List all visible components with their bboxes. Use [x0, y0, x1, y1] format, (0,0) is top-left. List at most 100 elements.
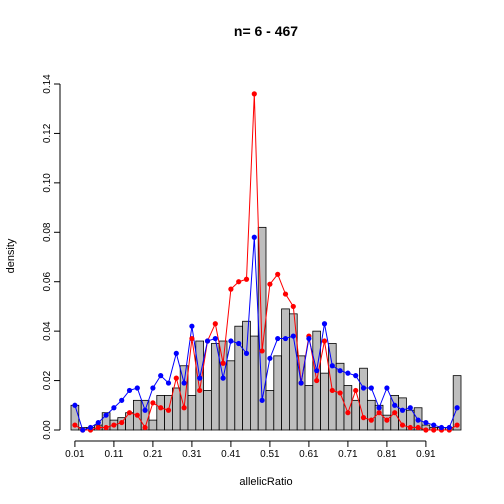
histogram-bar-38: [366, 399, 376, 431]
histogram-bar-32: [320, 372, 329, 431]
histogram-bar-20: [226, 360, 236, 431]
chart-title: n= 6 - 467: [234, 23, 298, 39]
series-blue-point-18: [212, 335, 218, 342]
histogram-bar-49: [452, 375, 462, 431]
series-blue-point-47: [438, 424, 445, 431]
series-red-point-5: [111, 422, 117, 428]
series-blue-point-8: [134, 385, 140, 391]
series-red-point-44: [415, 424, 421, 431]
series-blue-point-15: [189, 323, 195, 329]
series-red-point-23: [251, 91, 257, 97]
series-blue-point-36: [353, 373, 359, 379]
series-blue-point-23: [251, 234, 257, 240]
series-red-point-8: [134, 412, 140, 418]
series-red-point-19: [220, 360, 226, 366]
series-blue-point-5: [111, 405, 117, 411]
series-blue-point-17: [204, 338, 211, 344]
series-blue-point-6: [119, 397, 125, 403]
series-blue-point-42: [399, 407, 406, 413]
y-tick-label-7: 0.14: [42, 74, 53, 94]
series-red-point-45: [423, 427, 429, 433]
series-red-point-20: [228, 286, 234, 292]
series-red-point-15: [189, 335, 195, 342]
series-points: [72, 91, 460, 433]
series-red-point-28: [290, 303, 296, 310]
series-blue-point-29: [298, 380, 304, 386]
x-tick-label-4: 0.41: [221, 449, 241, 460]
series-blue-point-31: [314, 368, 320, 374]
series-blue-point-41: [392, 402, 398, 408]
series-red-point-46: [431, 427, 437, 433]
y-tick-label-6: 0.12: [42, 123, 53, 143]
series-red-point-27: [282, 291, 289, 297]
series-blue-point-10: [150, 385, 156, 391]
series-red-point-3: [95, 424, 101, 431]
series-red-point-4: [103, 424, 109, 431]
series-red-point-41: [392, 410, 398, 416]
histogram-bar-36: [351, 399, 360, 431]
series-red-point-49: [454, 422, 460, 428]
series-blue-point-0: [72, 402, 78, 408]
x-tick-label-2: 0.21: [143, 449, 163, 460]
series-red-point-32: [321, 338, 328, 344]
y-tick-label-0: 0.00: [42, 420, 53, 440]
series-blue-point-27: [282, 335, 289, 342]
series-red-point-40: [384, 417, 390, 423]
series-blue-point-39: [376, 405, 382, 411]
y-tick-label-5: 0.10: [42, 173, 53, 193]
series-blue-point-22: [243, 350, 250, 356]
histogram-bar-25: [265, 390, 275, 431]
series-blue-point-49: [454, 405, 460, 411]
series-blue-point-9: [142, 407, 148, 413]
series-blue-point-7: [126, 387, 133, 394]
x-axis-label: allelicRatio: [239, 476, 292, 488]
histogram-bar-26: [273, 355, 282, 431]
x-tick-label-7: 0.71: [338, 449, 358, 460]
series-blue-line: [74, 237, 458, 431]
series-blue-point-19: [220, 375, 226, 381]
series-red-point-36: [353, 387, 359, 394]
histogram-bar-33: [327, 343, 337, 431]
series-red-point-34: [337, 390, 343, 396]
histogram-bar-15: [187, 394, 197, 431]
series-blue-point-14: [181, 380, 187, 386]
histogram-bar-17: [203, 390, 212, 431]
series-blue-point-13: [173, 350, 179, 356]
series-red-point-31: [314, 377, 320, 384]
series-blue-point-3: [95, 419, 101, 426]
axes: 0.01 0.11 0.21 0.31 0.41 0.51 0.61 0.71 0.81 0.91…: [42, 74, 436, 460]
series-red-point-37: [360, 415, 367, 421]
histogram-bar-13: [171, 387, 181, 431]
y-tick-label-2: 0.04: [42, 321, 53, 341]
series-red-point-25: [267, 281, 273, 287]
series-red-point-10: [150, 400, 156, 406]
x-tick-label-1: 0.11: [105, 449, 124, 460]
x-tick-label-6: 0.61: [299, 449, 319, 460]
series-blue-point-46: [431, 422, 437, 428]
y-tick-label-3: 0.06: [42, 272, 53, 292]
x-tick-label-8: 0.81: [377, 449, 397, 460]
series-red-point-18: [212, 321, 218, 327]
series-blue-point-21: [236, 340, 242, 347]
histogram-bar-30: [304, 385, 314, 431]
series-blue-point-30: [306, 335, 312, 342]
series-red-point-14: [181, 405, 187, 411]
series-blue-point-2: [87, 424, 94, 431]
series-blue-point-43: [407, 405, 413, 411]
series-blue-point-16: [197, 375, 203, 381]
series-red-point-22: [243, 276, 250, 282]
series-red-point-39: [376, 410, 382, 416]
y-tick-label-4: 0.08: [42, 222, 53, 242]
series-blue-point-34: [337, 368, 343, 374]
series-red-point-42: [399, 422, 406, 428]
series-blue-point-38: [368, 385, 374, 391]
series-blue-point-28: [290, 333, 296, 339]
histogram-bar-35: [343, 385, 353, 431]
series-red-point-35: [345, 410, 351, 416]
y-tick-label-1: 0.02: [42, 370, 53, 390]
histogram-bar-19: [218, 340, 228, 431]
series-red-point-6: [119, 419, 125, 426]
histogram-bar-10: [148, 419, 158, 431]
series-blue-point-26: [275, 335, 281, 342]
